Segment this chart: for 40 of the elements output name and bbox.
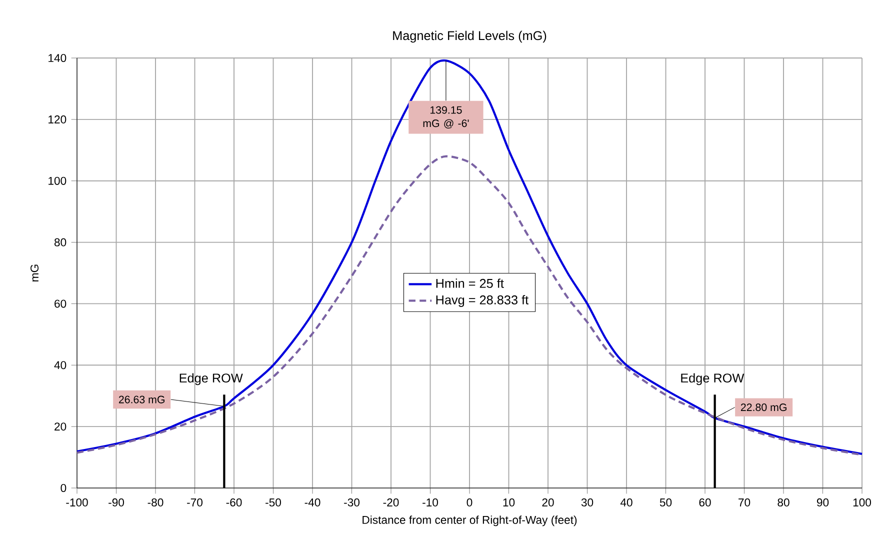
x-tick-label: 70 (738, 498, 750, 506)
annotation: 22.80 mG (740, 404, 786, 412)
x-tick-label: 20 (542, 498, 554, 506)
legend-label: Havg = 28.833 ft (436, 295, 528, 307)
x-tick-label: -70 (187, 498, 202, 506)
annotation: 26.63 mG (118, 396, 164, 404)
x-tick-label: -80 (148, 498, 164, 506)
ref-line-label: Edge ROW (681, 373, 744, 386)
x-axis-title: Distance from center of Right-of-Way (feet) (362, 516, 577, 526)
y-tick-label: 60 (54, 300, 66, 308)
x-tick-label: 10 (503, 498, 515, 506)
x-tick-label: 90 (816, 498, 829, 506)
x-tick-label: -20 (383, 498, 399, 506)
x-tick-label: 80 (778, 498, 790, 506)
y-tick-label: 20 (54, 422, 66, 431)
y-tick-label: 140 (48, 54, 66, 62)
x-tick-label: 50 (660, 498, 672, 506)
x-tick-label: 40 (620, 498, 632, 506)
legend-label: Hmin = 25 ft (436, 278, 504, 288)
y-axis-title: mG (30, 264, 39, 282)
y-tick-label: 120 (48, 115, 66, 124)
y-tick-label: 80 (54, 238, 66, 246)
x-tick-label: 60 (699, 498, 711, 506)
x-tick-label: -90 (108, 498, 124, 506)
chart-title: Magnetic Field Levels (mG) (393, 30, 546, 43)
x-tick-label: -50 (266, 498, 281, 506)
x-tick-label: -10 (422, 498, 438, 506)
y-tick-label: 40 (54, 361, 66, 370)
x-tick-label: -40 (304, 498, 320, 506)
y-tick-label: 100 (48, 176, 66, 185)
x-tick-label: 100 (853, 498, 872, 506)
x-tick-label: -30 (344, 498, 360, 506)
y-tick-label: 0 (60, 484, 66, 492)
ref-line-label: Edge ROW (180, 373, 243, 386)
x-tick-label: 0 (466, 498, 472, 506)
annotation: 139.15 mG @ -6' (423, 106, 469, 128)
line-series (76, 60, 864, 455)
x-tick-label: -60 (226, 498, 242, 506)
x-tick-label: 30 (581, 498, 594, 506)
x-tick-label: -100 (66, 498, 88, 506)
